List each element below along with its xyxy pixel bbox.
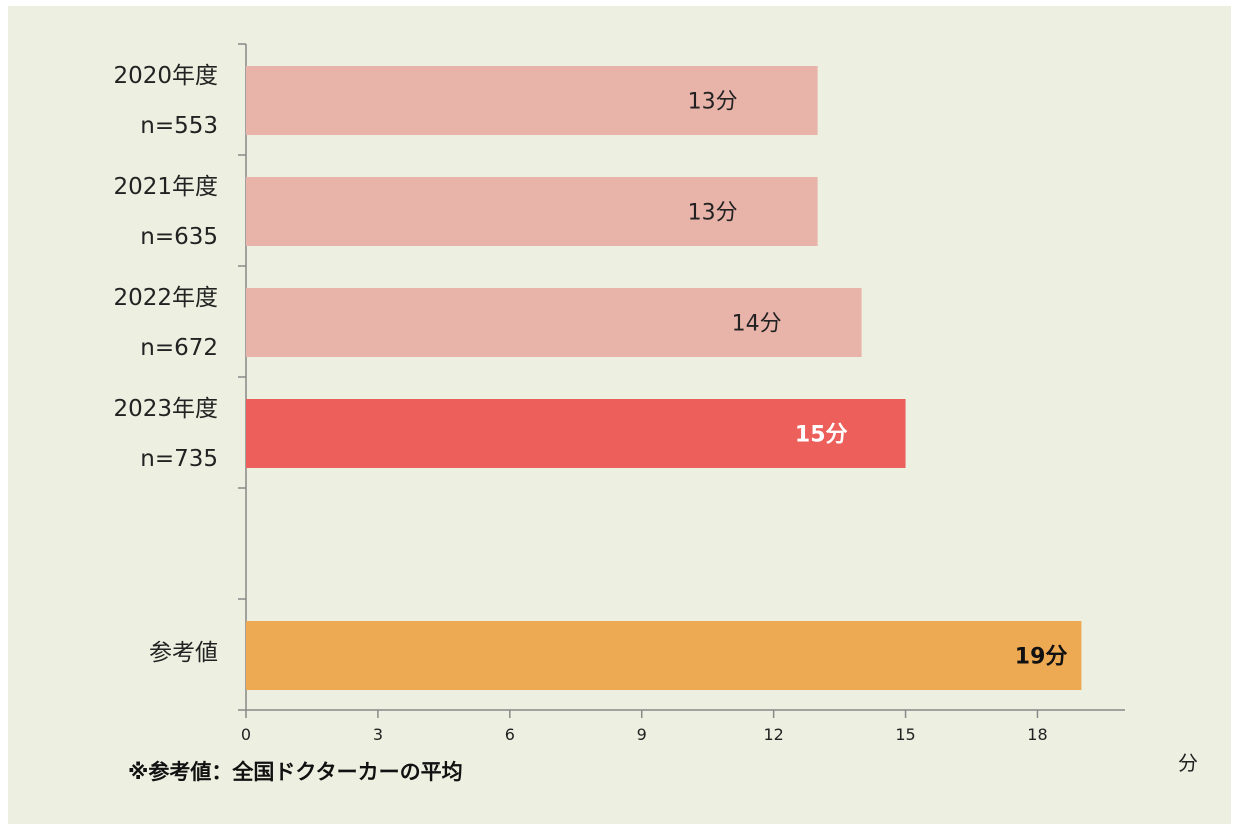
bar: [246, 621, 1082, 690]
bar-value-label: 13分: [688, 201, 738, 226]
chart-panel: 0 3 6 9 12 15 18 13分 13分 14分 15分 19分 2020年度 n=553 2…: [8, 6, 1231, 824]
bar-value-label: 14分: [732, 312, 782, 337]
bar-value-label: 19分: [1015, 645, 1068, 670]
bar-value-label: 13分: [688, 90, 738, 115]
x-axis-unit: 分: [1178, 751, 1198, 775]
bar: [246, 288, 862, 357]
category-label: 2023年度 n=735: [113, 395, 218, 472]
category-label: 参考値: [149, 639, 218, 666]
bar-value-label: 15分: [795, 423, 848, 448]
category-label: 2020年度 n=553: [113, 62, 218, 139]
x-tick-label: 3: [373, 725, 383, 744]
x-tick-label: 0: [241, 725, 251, 744]
category-label: 2021年度 n=635: [113, 173, 218, 250]
footnote: ※参考値：全国ドクターカーの平均: [128, 760, 463, 784]
category-label: 2022年度 n=672: [113, 284, 218, 361]
bar-chart: 0 3 6 9 12 15 18 13分 13分 14分 15分 19分: [238, 43, 1125, 744]
x-tick-label: 15: [895, 725, 915, 744]
bar: [246, 66, 818, 135]
x-tick-label: 6: [505, 725, 515, 744]
x-tick-label: 18: [1027, 725, 1047, 744]
bar: [246, 399, 906, 468]
bar: [246, 177, 818, 246]
x-tick-label: 12: [763, 725, 783, 744]
x-tick-label: 9: [637, 725, 647, 744]
